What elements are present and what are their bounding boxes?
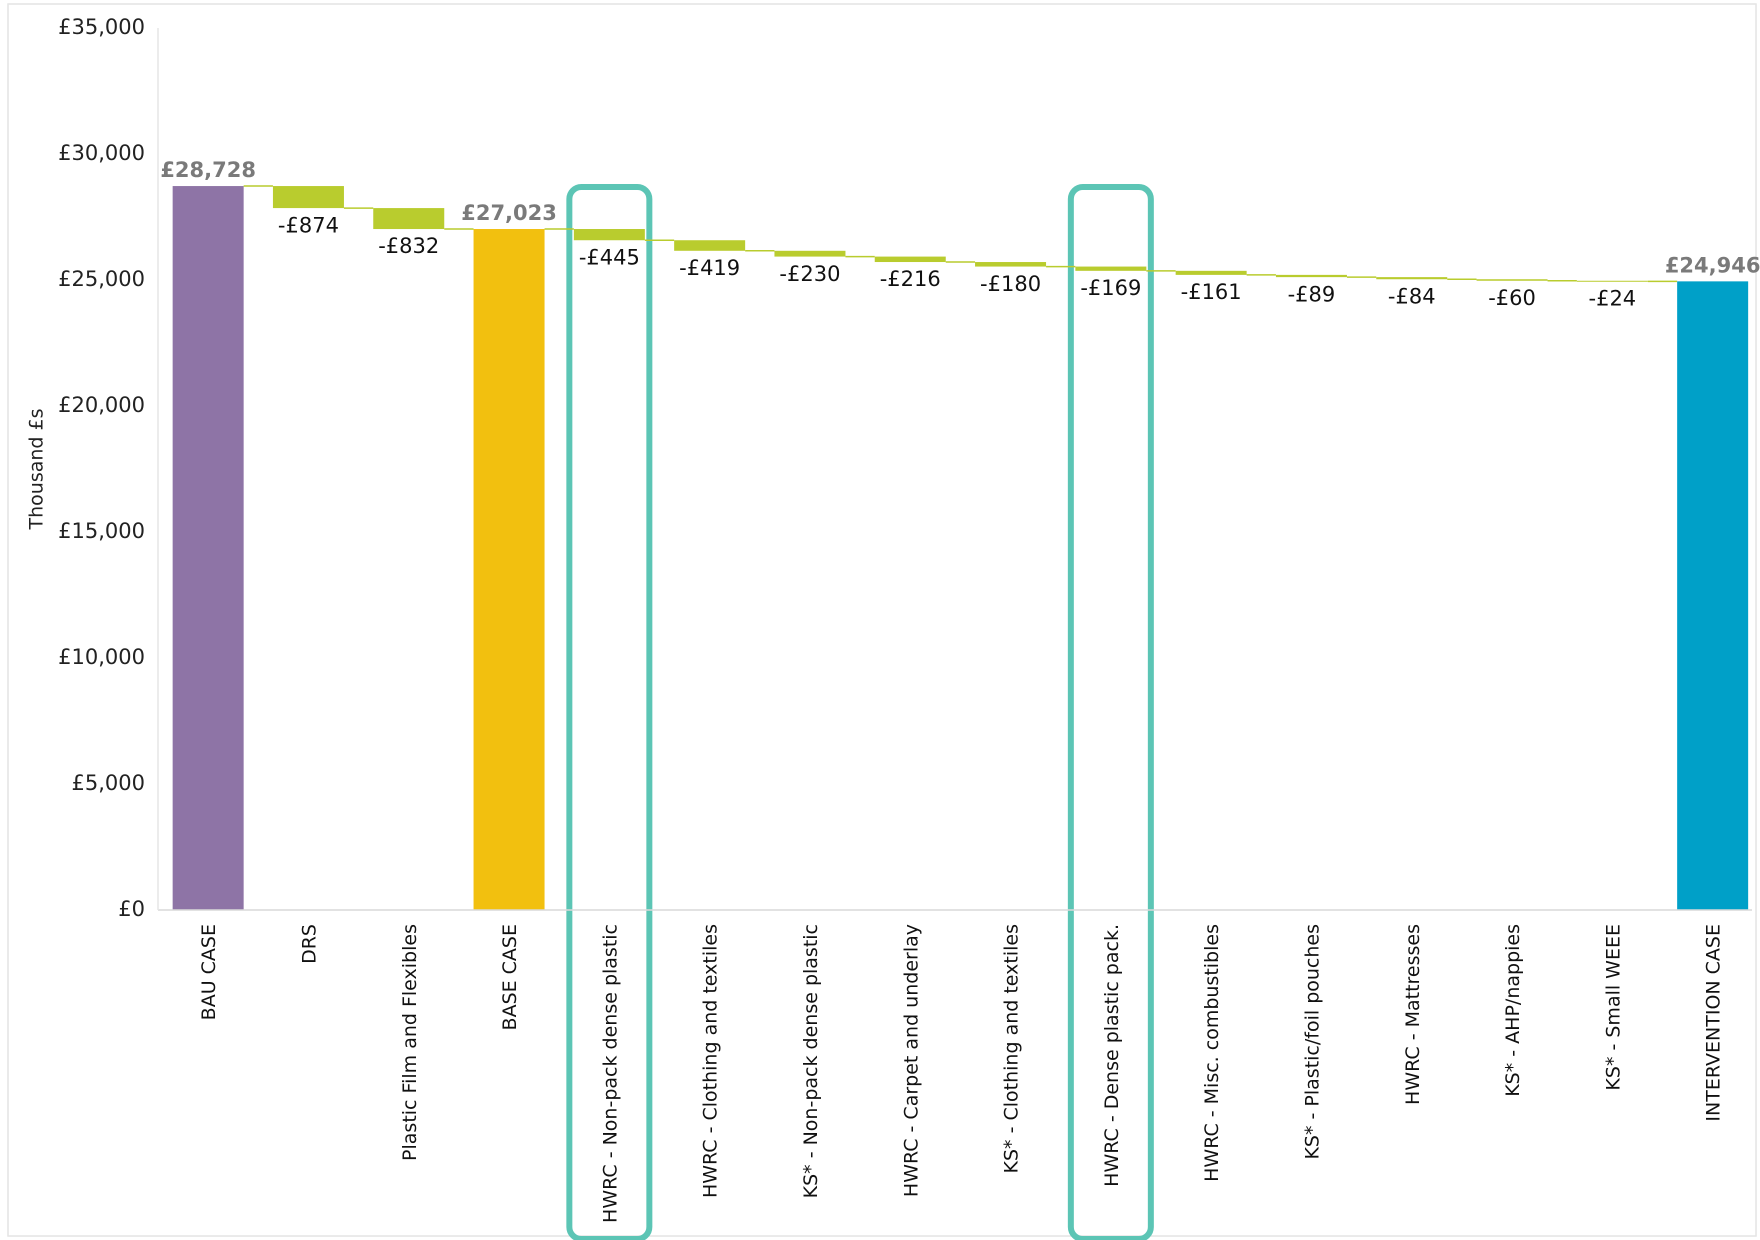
delta-data-label: -£874 [278, 213, 339, 237]
delta-bar [1576, 280, 1648, 282]
delta-bar [1175, 270, 1247, 275]
delta-bar [1075, 266, 1147, 271]
category-label: INTERVENTION CASE [1703, 924, 1725, 1122]
total-bar [473, 229, 545, 911]
y-tick-label: £15,000 [58, 519, 145, 543]
delta-bar [674, 240, 746, 251]
delta-bar [975, 262, 1047, 267]
y-tick-label: £10,000 [58, 645, 145, 669]
category-label: KS* - Small WEEE [1602, 924, 1624, 1091]
delta-data-label: -£60 [1488, 286, 1536, 310]
delta-data-label: -£89 [1288, 282, 1336, 306]
delta-data-label: -£161 [1181, 280, 1242, 304]
delta-bar [573, 229, 645, 241]
category-label: HWRC - Carpet and underlay [900, 924, 922, 1197]
delta-data-label: -£230 [779, 262, 840, 286]
chart-border [7, 3, 1757, 1237]
y-tick-label: £35,000 [58, 15, 145, 39]
total-bar [172, 186, 244, 911]
category-label: HWRC - Non-pack dense plastic [599, 924, 621, 1223]
category-label: KS* - Clothing and textiles [1001, 924, 1023, 1173]
delta-bar [1376, 277, 1448, 280]
category-label: BASE CASE [499, 924, 521, 1030]
category-label: HWRC - Clothing and textiles [700, 924, 722, 1198]
y-axis-label: Thousand £s [26, 409, 48, 531]
y-tick-label: £5,000 [72, 771, 145, 795]
delta-bar [373, 208, 445, 230]
highlight-box [1067, 184, 1154, 1240]
total-data-label: £27,023 [461, 201, 557, 225]
delta-data-label: -£180 [980, 272, 1041, 296]
y-tick-label: £30,000 [58, 141, 145, 165]
delta-bar [874, 256, 946, 263]
delta-data-label: -£832 [378, 234, 439, 258]
category-label: KS* - Plastic/foil pouches [1301, 924, 1323, 1160]
y-tick-label: £25,000 [58, 267, 145, 291]
category-label: Plastic Film and Flexibles [399, 924, 421, 1161]
total-bar [1677, 281, 1749, 910]
category-label: HWRC - Dense plastic pack. [1101, 924, 1123, 1187]
total-data-label: £28,728 [160, 158, 256, 182]
delta-bar [1476, 279, 1548, 281]
delta-data-label: -£445 [579, 245, 640, 269]
total-data-label: £24,946 [1665, 253, 1760, 277]
category-label: HWRC - Mattresses [1402, 924, 1424, 1105]
category-label: DRS [298, 924, 320, 964]
delta-data-label: -£419 [679, 256, 740, 280]
category-label: KS* - AHP/nappies [1502, 924, 1524, 1097]
y-tick-label: £0 [118, 897, 145, 921]
y-tick-label: £20,000 [58, 393, 145, 417]
delta-data-label: -£216 [880, 267, 941, 291]
delta-data-label: -£169 [1080, 276, 1141, 300]
delta-data-label: -£84 [1388, 284, 1436, 308]
highlight-box [566, 184, 653, 1240]
delta-bar [1275, 274, 1347, 278]
delta-bar [272, 186, 344, 209]
delta-bar [774, 250, 846, 257]
category-label: KS* - Non-pack dense plastic [800, 924, 822, 1198]
category-label: BAU CASE [198, 924, 220, 1020]
category-label: HWRC - Misc. combustibles [1201, 924, 1223, 1182]
delta-data-label: -£24 [1589, 287, 1637, 311]
